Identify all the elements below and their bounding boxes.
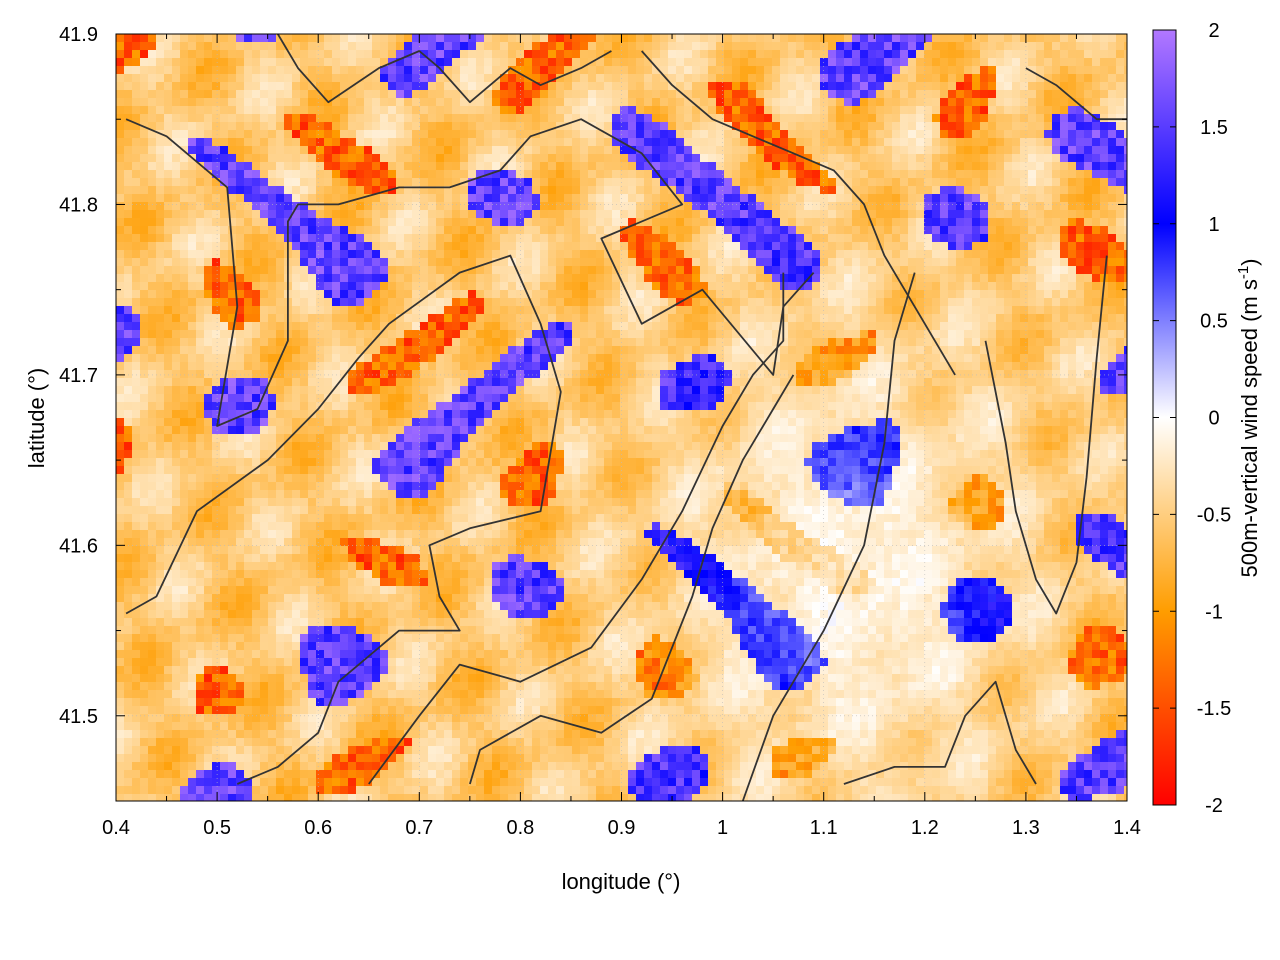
y-tick-label: 41.7	[59, 365, 98, 387]
colorbar-label-end: )	[1237, 258, 1262, 265]
y-axis: 41.5 41.6 41.7 41.8 41.9	[59, 24, 1127, 802]
colorbar-label-main: 500m-vertical wind speed (m s	[1237, 279, 1262, 577]
x-tick-label: 0.8	[506, 817, 534, 839]
colorbar-tick-label: 0	[1208, 408, 1219, 430]
colorbar-tick-label: 1	[1208, 214, 1219, 236]
contour-line	[984, 255, 1108, 615]
x-tick-label: 1	[717, 817, 728, 839]
x-tick-label: 1.2	[911, 817, 939, 839]
contour-line	[741, 272, 916, 801]
x-tick-label: 0.4	[102, 817, 130, 839]
x-axis: 0.4 0.5 0.6 0.7 0.8 0.9 1 1.1 1.2 1.3 1.4	[102, 34, 1141, 839]
colorbar-tick-label: 0.5	[1200, 311, 1228, 333]
y-tick-label: 41.9	[59, 24, 98, 46]
x-tick-label: 0.5	[203, 817, 231, 839]
y-tick-label: 41.6	[59, 535, 98, 557]
heatmap-cells	[116, 34, 1127, 801]
contour-lines	[125, 34, 1127, 801]
x-tick-label: 0.6	[304, 817, 332, 839]
contour-line	[368, 272, 785, 785]
x-tick-label: 1.3	[1012, 817, 1040, 839]
x-tick-label: 1.1	[810, 817, 838, 839]
colorbar-tick-label: -0.5	[1197, 504, 1231, 526]
colorbar-label-superscript: -1	[1235, 266, 1252, 279]
x-tick-label: 0.9	[608, 817, 636, 839]
contour-line	[125, 118, 815, 427]
colorbar-tick-label: 1.5	[1200, 117, 1228, 139]
contour-line	[1025, 67, 1127, 121]
contour-line	[469, 374, 795, 785]
y-tick-label: 41.5	[59, 706, 98, 728]
x-axis-label: longitude (°)	[562, 869, 681, 894]
colorbar: -2 -1.5 -1 -0.5 0 0.5 1 1.5 2 500m-vertical wind…	[1152, 20, 1262, 817]
contour-line	[641, 50, 956, 376]
colorbar-tick-label: -2	[1205, 795, 1223, 817]
colorbar-ticks: -2 -1.5 -1 -0.5 0 0.5 1 1.5 2	[1153, 20, 1231, 817]
contour-line	[125, 254, 562, 785]
colorbar-tick-label: -1.5	[1197, 698, 1231, 720]
colorbar-tick-label: 2	[1208, 20, 1219, 42]
y-axis-label: latitude (°)	[24, 368, 49, 469]
x-tick-label: 0.7	[405, 817, 433, 839]
y-tick-label: 41.8	[59, 194, 98, 216]
colorbar-label: 500m-vertical wind speed (m s-1)	[1235, 258, 1262, 577]
colorbar-tick-label: -1	[1205, 601, 1223, 623]
heatmap-field	[116, 34, 1127, 801]
x-tick-label: 1.4	[1113, 817, 1141, 839]
contour-line	[277, 34, 612, 104]
contour-line	[843, 680, 1037, 785]
